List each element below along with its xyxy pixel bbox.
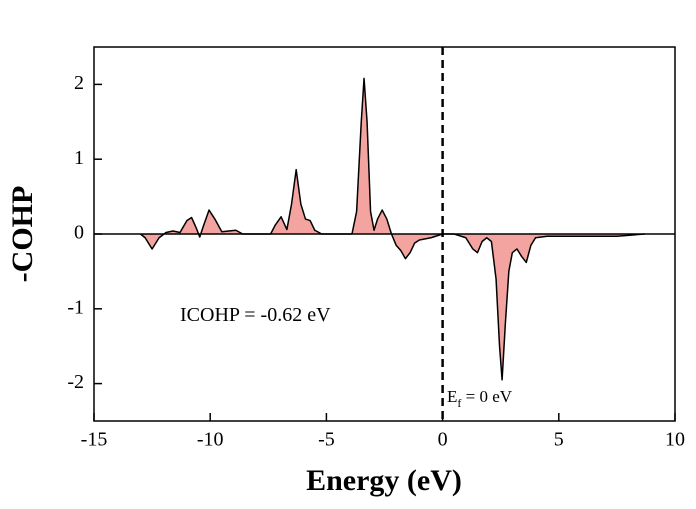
area-fill — [140, 78, 645, 380]
x-tick-label: -10 — [197, 429, 224, 451]
y-tick-label: 0 — [74, 222, 84, 244]
x-tick-label: 0 — [438, 429, 448, 451]
fermi-main: E — [447, 387, 457, 406]
cohp-line — [140, 77, 645, 381]
fermi-label: Ef = 0 eV — [447, 387, 513, 410]
x-axis-title: Energy (eV) — [306, 464, 462, 497]
icohp-annotation: ICOHP = -0.62 eV — [180, 304, 331, 326]
y-tick-label: 1 — [74, 147, 84, 169]
x-tick-label: -15 — [81, 429, 108, 451]
y-tick-label: 2 — [74, 72, 84, 94]
x-tick-label: -5 — [318, 429, 335, 451]
y-tick-label: -1 — [67, 296, 84, 318]
x-tick-label: 5 — [554, 429, 564, 451]
fermi-subscript: f — [457, 396, 461, 410]
fermi-suffix: = 0 eV — [461, 387, 512, 406]
y-tick-label: -2 — [67, 371, 84, 393]
y-axis-title: -COHP — [6, 186, 39, 283]
x-tick-label: 10 — [665, 429, 685, 451]
